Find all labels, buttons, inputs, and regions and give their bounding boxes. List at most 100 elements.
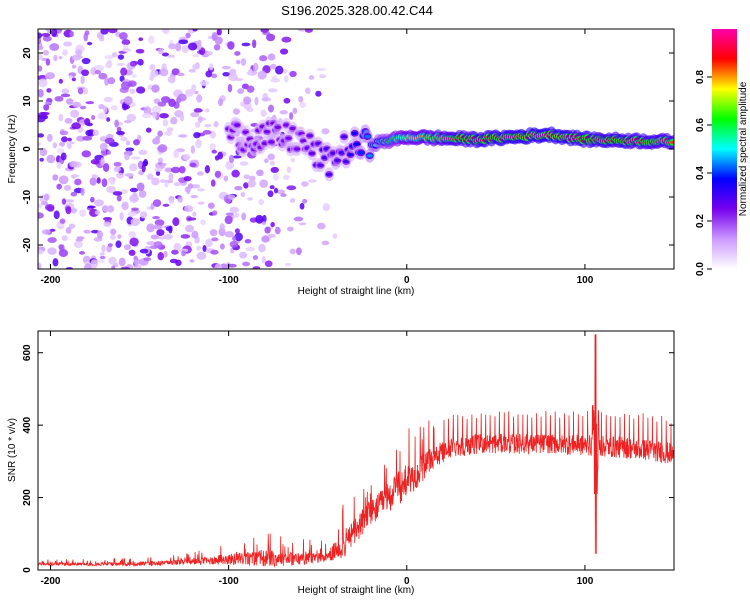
spectrogram-cell <box>189 259 195 263</box>
spectrogram-cell <box>110 105 118 111</box>
spectrogram-cell <box>164 167 173 173</box>
spectrogram-cell <box>290 157 296 163</box>
spectrogram-cell <box>58 175 69 185</box>
spectrogram-cell <box>204 165 211 174</box>
spectrogram-cell <box>170 116 178 125</box>
spectrogram-cell <box>101 244 106 253</box>
spectrogram-cell <box>137 58 144 66</box>
spectrogram-cell <box>106 117 111 122</box>
spectrogram-cell <box>190 184 201 189</box>
spectrogram-cell <box>189 162 197 168</box>
snr-x-label: Height of straight line (km) <box>298 585 415 596</box>
spectrogram-cell <box>94 199 104 207</box>
spectrogram-cell <box>244 239 252 244</box>
spectrogram-cell <box>235 59 241 65</box>
spectrogram-y-tick-label: 20 <box>22 47 33 59</box>
spectrogram-cell <box>164 181 169 188</box>
spectrogram-cell <box>227 83 233 93</box>
spectrogram-cell <box>68 223 76 229</box>
spectrogram-cell <box>118 257 126 267</box>
spectrogram-cell <box>104 137 115 145</box>
spectrogram-cell <box>119 32 128 40</box>
spectrogram-cell <box>70 109 80 118</box>
spectrogram-cell <box>347 152 354 157</box>
spectrogram-cell <box>209 229 218 237</box>
spectrogram-cell <box>138 37 144 42</box>
spectrogram-cell <box>219 243 225 250</box>
spectrogram-cell <box>289 198 296 203</box>
spectrogram-cell <box>38 203 43 209</box>
spectrogram-cell <box>52 258 59 267</box>
spectrogram-cell <box>353 142 361 146</box>
spectrogram-cell <box>127 80 137 87</box>
spectrogram-cell <box>670 140 674 145</box>
spectrogram-cell <box>232 108 240 115</box>
spectrogram-cell <box>145 127 152 133</box>
spectrogram-cell <box>152 199 162 207</box>
spectrogram-cell <box>304 29 313 33</box>
spectrogram-cell <box>234 228 240 234</box>
spectrogram-cell <box>141 163 146 173</box>
spectrogram-cell <box>53 210 60 220</box>
spectrogram-cell <box>61 88 70 95</box>
spectrogram-cell <box>98 72 108 80</box>
spectrogram-cell <box>104 54 115 60</box>
spectrogram-cell <box>82 135 93 141</box>
spectrogram-cell <box>202 130 212 135</box>
spectrogram-cell <box>121 201 129 211</box>
spectrogram-cell <box>281 36 292 43</box>
spectrogram-cell <box>306 133 314 138</box>
spectrogram-cell <box>297 29 304 32</box>
spectrogram-cell <box>275 65 284 75</box>
spectrogram-cell <box>108 256 117 265</box>
spectrogram-cell <box>228 154 235 164</box>
spectrogram-cell <box>131 156 141 160</box>
spectrogram-cell <box>121 48 132 52</box>
spectrogram-cell <box>38 133 45 138</box>
spectrogram-cell <box>80 187 85 196</box>
spectrogram-cell <box>304 87 311 95</box>
spectrogram-cell <box>59 141 65 147</box>
spectrogram-cell <box>307 179 317 183</box>
spectrogram-cell <box>76 49 83 57</box>
spectrogram-cells <box>38 29 674 269</box>
spectrogram-cell <box>38 89 44 98</box>
spectrogram-cell <box>233 123 241 127</box>
spectrogram-cell <box>246 107 254 113</box>
spectrogram-cell <box>252 266 261 269</box>
spectrogram-cell <box>136 182 145 192</box>
spectrogram-cell <box>190 195 199 199</box>
spectrogram-cell <box>47 237 57 244</box>
spectrogram-cell <box>101 178 108 188</box>
spectrogram-cell <box>267 190 274 198</box>
spectrogram-cell <box>58 55 63 60</box>
spectrogram-cell <box>117 54 125 60</box>
spectrogram-cell <box>211 237 219 242</box>
spectrogram-cell <box>351 131 358 136</box>
spectrogram-cell <box>218 98 224 107</box>
spectrogram-cell <box>98 104 105 110</box>
spectrogram-cell <box>302 198 308 204</box>
spectrogram-cell <box>364 134 371 139</box>
spectrogram-cell <box>94 69 101 75</box>
spectrogram-cell <box>163 250 168 258</box>
spectrogram-cell <box>156 229 165 237</box>
spectrogram-cell <box>187 183 194 189</box>
spectrogram-x-tick-label: 100 <box>577 275 594 286</box>
spectrogram-cell <box>58 78 64 84</box>
spectrogram-cell <box>243 182 249 189</box>
spectrogram-cell <box>120 266 130 269</box>
colorbar-ticks: 0.0 0.2 0.4 0.6 0.8 <box>695 70 712 276</box>
spectrogram-cell <box>38 45 44 51</box>
spectrogram-cell <box>178 39 189 45</box>
spectrogram-cell <box>45 72 56 80</box>
spectrogram-cell <box>299 102 307 108</box>
colorbar-label: Normalized spectral amplitude <box>738 81 749 216</box>
spectrogram-y-ticks: -20 -10 0 10 20 <box>22 47 674 252</box>
spectrogram-cell <box>216 29 222 36</box>
spectrogram-cell <box>121 39 131 46</box>
spectrogram-cell <box>171 68 180 76</box>
spectrogram-cell <box>128 231 136 238</box>
spectrogram-cell <box>315 90 322 97</box>
spectrogram-cell <box>157 252 164 261</box>
